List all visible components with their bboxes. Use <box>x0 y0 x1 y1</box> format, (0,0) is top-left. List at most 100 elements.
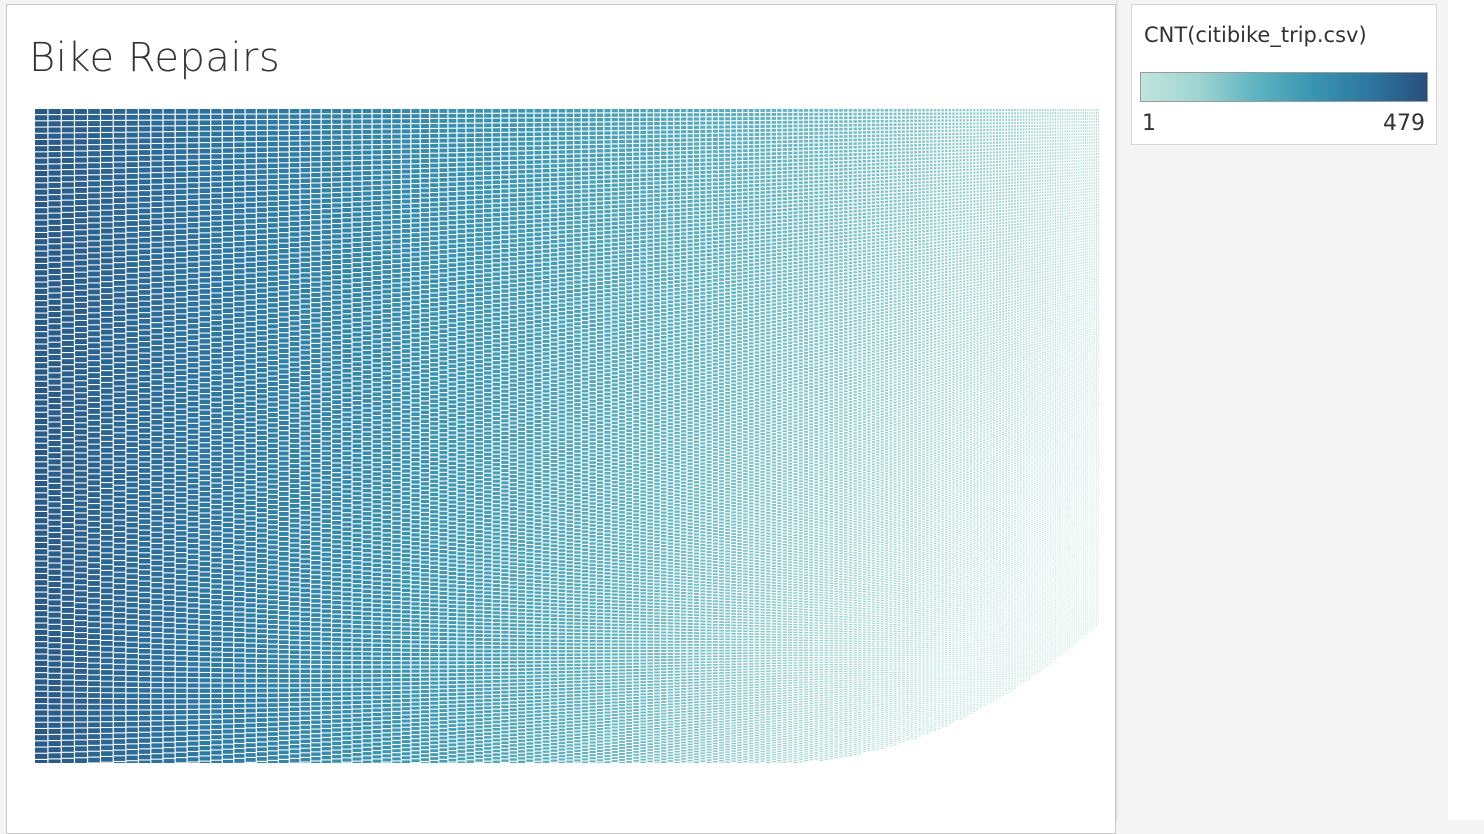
treemap-tile <box>164 126 175 131</box>
treemap-tile <box>332 183 341 187</box>
treemap-tile <box>290 597 300 601</box>
treemap-tile <box>88 301 100 306</box>
treemap-tile <box>322 392 331 396</box>
treemap-tile <box>268 298 278 302</box>
treemap-tile <box>101 448 113 453</box>
treemap-tile <box>75 758 87 763</box>
treemap-tile <box>421 535 429 538</box>
treemap-tile <box>176 354 187 359</box>
treemap-tile <box>35 140 47 145</box>
treemap-tile <box>35 369 47 374</box>
treemap-tile <box>151 721 162 725</box>
treemap-tile <box>49 606 61 611</box>
treemap-tile <box>411 296 419 300</box>
treemap-tile <box>35 357 47 362</box>
treemap-tile <box>322 397 331 401</box>
treemap-tile <box>75 345 87 350</box>
treemap-tile <box>101 235 113 240</box>
treemap-tile <box>373 613 382 616</box>
treemap-tile <box>342 299 351 303</box>
treemap-tile <box>373 608 382 611</box>
treemap-tile <box>151 392 162 397</box>
treemap-tile <box>363 567 372 570</box>
treemap-tile <box>234 618 244 622</box>
treemap-tile <box>62 735 74 740</box>
treemap-tile <box>421 750 429 753</box>
treemap-tile <box>382 265 391 269</box>
treemap-tile <box>392 341 400 345</box>
treemap-tile <box>151 179 162 184</box>
treemap-tile <box>268 207 278 211</box>
treemap-tile <box>373 201 382 205</box>
treemap-tile <box>363 679 372 682</box>
treemap-tile <box>411 305 419 309</box>
treemap-tile <box>332 478 341 482</box>
treemap-tile <box>342 193 351 197</box>
treemap-tile <box>439 260 447 264</box>
treemap-tile <box>439 384 447 387</box>
treemap-tile <box>176 393 187 397</box>
treemap-plot[interactable] <box>35 109 1099 763</box>
treemap-tile <box>439 677 447 680</box>
treemap-tile <box>353 233 362 237</box>
treemap-tile <box>126 192 137 197</box>
treemap-tile <box>257 213 267 217</box>
treemap-tile <box>176 201 187 206</box>
treemap-tile <box>353 367 362 371</box>
treemap-tile <box>151 426 162 431</box>
treemap-tile <box>411 324 419 328</box>
treemap-tile <box>211 408 221 412</box>
treemap-tile <box>234 744 244 748</box>
treemap-tile <box>421 184 429 188</box>
treemap-tile <box>49 441 61 446</box>
treemap-tile <box>268 245 278 249</box>
treemap-tile <box>301 114 310 118</box>
treemap-tile <box>363 156 372 160</box>
treemap-tile <box>101 524 113 529</box>
treemap-tile <box>139 559 150 564</box>
treemap-tile <box>62 668 74 673</box>
treemap-tile <box>430 629 438 632</box>
treemap-tile <box>301 381 310 385</box>
treemap-tile <box>382 109 391 113</box>
treemap-tile <box>88 587 100 592</box>
treemap-tile <box>234 504 244 508</box>
treemap-tile <box>246 506 256 510</box>
treemap-tile <box>246 537 256 541</box>
treemap-tile <box>353 731 362 734</box>
treemap-tile <box>279 462 289 466</box>
treemap-tile <box>353 293 362 297</box>
treemap-tile <box>88 528 100 533</box>
treemap-tile <box>257 262 267 266</box>
treemap-tile <box>200 562 211 566</box>
treemap-tile <box>268 153 278 157</box>
treemap-tile <box>188 391 199 395</box>
treemap-tile <box>430 553 438 556</box>
treemap-tile <box>439 455 447 458</box>
treemap-tile <box>322 407 331 411</box>
treemap-tile <box>176 331 187 336</box>
treemap-tile <box>223 606 233 610</box>
treemap-tile <box>301 693 310 697</box>
treemap-tile <box>35 580 47 585</box>
treemap-tile <box>363 336 372 340</box>
treemap-tile <box>373 130 382 134</box>
treemap-tile <box>402 720 410 723</box>
treemap-tile <box>322 706 331 709</box>
treemap-tile <box>151 369 162 374</box>
treemap-tile <box>421 383 429 386</box>
treemap-tile <box>363 634 372 637</box>
treemap-tile <box>301 351 310 355</box>
treemap-tile <box>342 161 351 165</box>
treemap-tile <box>234 754 244 758</box>
treemap-tile <box>382 556 391 559</box>
treemap-tile <box>49 600 61 605</box>
treemap-tile <box>392 454 400 457</box>
treemap-tile <box>101 424 113 429</box>
treemap-tile <box>279 436 289 440</box>
treemap-tile <box>257 738 267 742</box>
treemap-tile <box>402 670 410 673</box>
treemap-tile <box>101 583 113 588</box>
treemap-tile <box>49 496 61 501</box>
treemap-tile <box>311 449 320 453</box>
